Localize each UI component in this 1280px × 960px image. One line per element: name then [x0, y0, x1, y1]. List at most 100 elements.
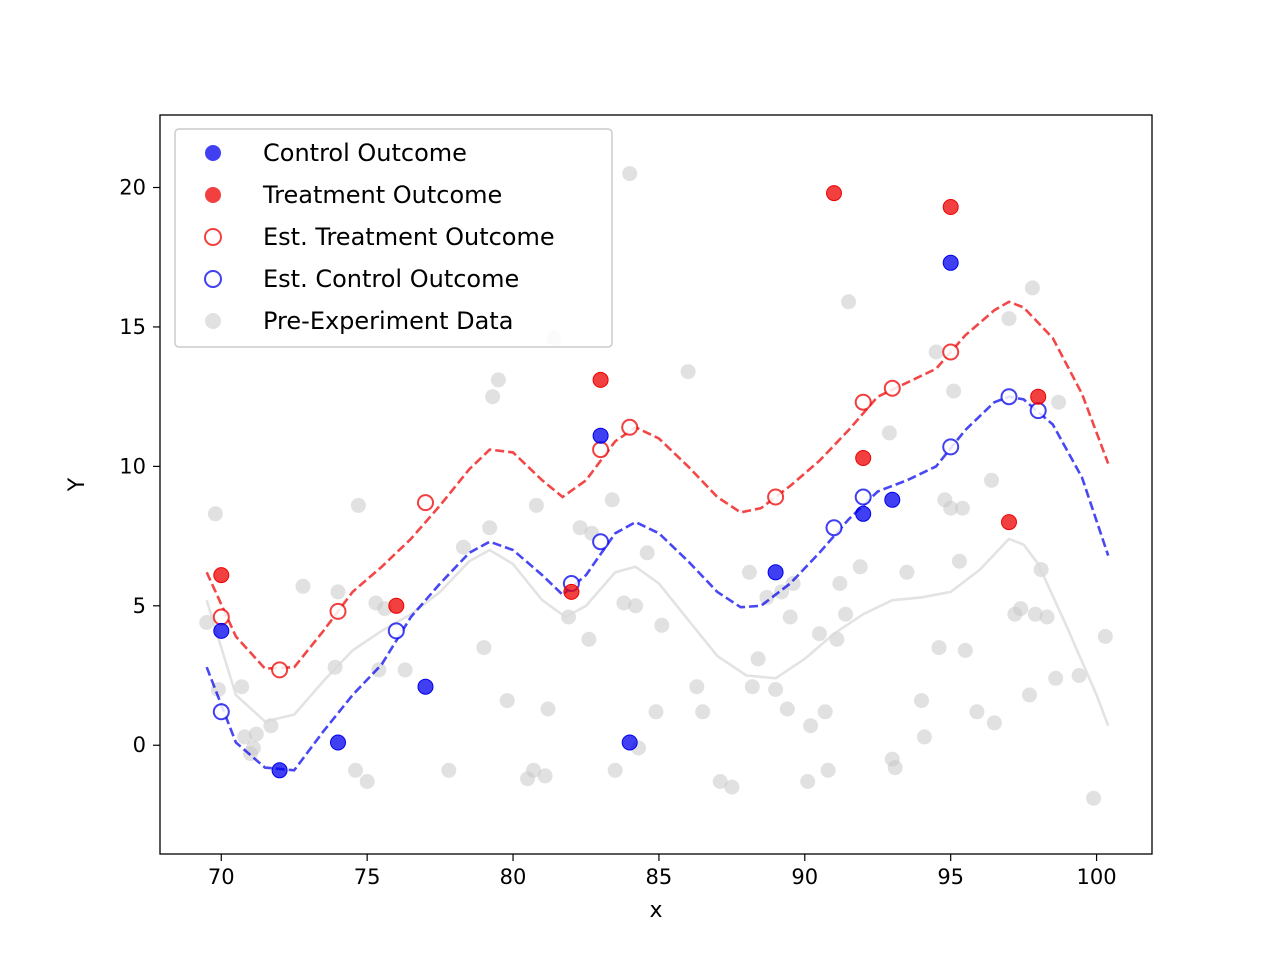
- pre-experiment-point: [724, 779, 740, 795]
- y-tick-label: 10: [119, 454, 146, 478]
- x-tick-label: 90: [791, 865, 818, 889]
- pre-experiment-point: [1013, 601, 1029, 617]
- pre-experiment-point: [622, 166, 638, 182]
- pre-experiment-point: [207, 506, 223, 522]
- x-tick-label: 95: [937, 865, 964, 889]
- legend-marker: [205, 187, 221, 203]
- pre-experiment-point: [951, 553, 967, 569]
- plot-content: [199, 166, 1113, 806]
- treatment-outcome-point: [213, 567, 230, 584]
- legend-item: Est. Treatment Outcome: [204, 223, 555, 251]
- pre-experiment-point: [648, 704, 664, 720]
- pre-experiment-point: [899, 564, 915, 580]
- pre-experiment-point: [741, 564, 757, 580]
- y-tick-label: 5: [133, 594, 146, 618]
- pre-experiment-point: [957, 642, 973, 658]
- pre-experiment-point: [248, 726, 264, 742]
- x-axis-label: x: [649, 898, 662, 923]
- est-control-outcome-point: [1000, 388, 1018, 406]
- x-tick-label: 80: [500, 865, 527, 889]
- control-outcome-point: [855, 505, 872, 522]
- pre-experiment-point: [887, 760, 903, 776]
- est-control-outcome-series: [212, 388, 1047, 721]
- treatment-outcome-point: [1001, 514, 1017, 531]
- pre-experiment-point: [1027, 606, 1043, 622]
- control-outcome-point: [271, 762, 288, 779]
- pre-experiment-point: [954, 500, 970, 516]
- pre-experiment-point: [1048, 670, 1064, 686]
- pre-experiment-point: [1022, 687, 1037, 703]
- pre-experiment-point: [397, 662, 413, 678]
- legend-label: Treatment Outcome: [262, 181, 502, 209]
- est-treatment-outcome-point: [854, 393, 872, 411]
- x-tick-label: 85: [646, 865, 673, 889]
- pre-experiment-point: [581, 631, 597, 647]
- treatment-outcome-point: [563, 583, 580, 600]
- est-control-outcome-point: [942, 438, 960, 456]
- pre-experiment-point: [832, 576, 848, 591]
- pre-experiment-point: [779, 701, 795, 717]
- pre-experiment-point: [616, 595, 632, 611]
- x-axis-ticks: 70 75 80 85 90 95 100: [208, 854, 1117, 889]
- pre-experiment-point: [750, 651, 766, 667]
- control-outcome-point: [621, 734, 638, 751]
- x-tick-label: 75: [354, 865, 381, 889]
- control-outcome-point: [942, 254, 959, 271]
- pre-experiment-point: [817, 704, 833, 720]
- pre-experiment-point: [199, 615, 215, 630]
- est-treatment-outcome-point: [212, 608, 230, 626]
- pre-experiment-point: [499, 693, 515, 709]
- legend-item: Treatment Outcome: [205, 181, 502, 209]
- pre-experiment-point: [768, 682, 784, 697]
- treatment-outcome-point: [388, 597, 405, 614]
- est-control-outcome-point: [387, 622, 405, 640]
- est-treatment-outcome-point: [592, 441, 610, 459]
- legend: Control Outcome Treatment Outcome Est. Tre…: [174, 128, 613, 348]
- est-treatment-outcome-point: [417, 494, 434, 512]
- legend-label: Control Outcome: [263, 139, 467, 167]
- legend-item: Control Outcome: [205, 139, 467, 167]
- est-control-outcome-point: [825, 519, 843, 537]
- control-outcome-series: [213, 254, 959, 779]
- legend-label: Pre-Experiment Data: [263, 307, 513, 335]
- legend-marker: [204, 270, 222, 288]
- treatment-outcome-point: [1030, 388, 1047, 405]
- pre-experiment-point: [526, 762, 541, 778]
- legend-label: Est. Control Outcome: [263, 265, 519, 293]
- y-tick-label: 15: [119, 315, 146, 339]
- pre-experiment-point: [639, 545, 655, 561]
- est-treatment-outcome-point: [621, 418, 639, 436]
- pre-experiment-point: [628, 598, 644, 614]
- legend-marker: [205, 145, 221, 161]
- pre-experiment-point: [654, 617, 670, 633]
- pre-experiment-point: [943, 500, 959, 516]
- est-treatment-outcome-point: [942, 343, 960, 361]
- plot-frame: [159, 114, 1153, 855]
- y-tick-label: 0: [133, 733, 146, 757]
- pre-experiment-point: [485, 389, 501, 405]
- y-axis-label: Y: [65, 477, 90, 492]
- pre-experiment-fit-series: [205, 537, 1110, 727]
- pre-experiment-point: [330, 584, 346, 600]
- pre-experiment-point: [1071, 668, 1087, 683]
- est-control-outcome-point: [212, 703, 230, 721]
- pre-experiment-point: [1039, 609, 1055, 625]
- est-treatment-outcome-series: [212, 343, 960, 679]
- pre-experiment-point: [482, 520, 498, 536]
- control-outcome-point: [767, 564, 784, 581]
- pre-experiment-point: [295, 578, 311, 594]
- control-fit-series: [205, 395, 1110, 772]
- pre-experiment-point: [528, 497, 544, 513]
- x-tick-label: 70: [208, 865, 235, 889]
- pre-experiment-point: [946, 383, 962, 399]
- pre-experiment-point: [820, 762, 836, 778]
- legend-item: Est. Control Outcome: [204, 265, 519, 293]
- pre-experiment-point: [914, 693, 929, 709]
- pre-experiment-point: [237, 729, 253, 745]
- pre-experiment-point: [476, 640, 492, 656]
- pre-experiment-point: [928, 344, 944, 360]
- y-tick-label: 20: [119, 176, 146, 200]
- pre-experiment-point: [455, 539, 471, 555]
- treatment-outcome-point: [942, 199, 959, 215]
- pre-experiment-point: [1086, 790, 1102, 806]
